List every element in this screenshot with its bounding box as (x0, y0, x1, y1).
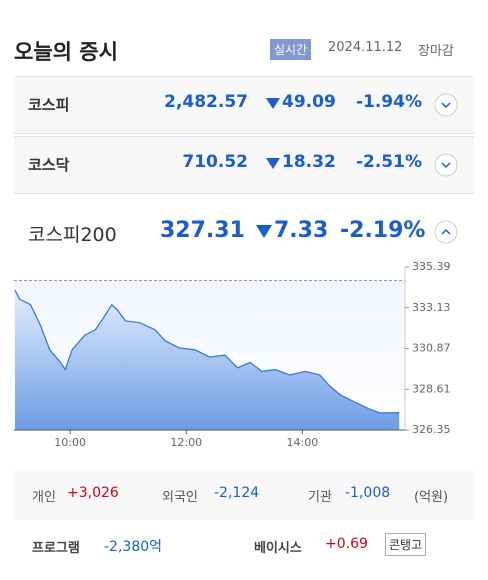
live-badge: 실시간 (270, 39, 312, 60)
y-tick-label: 326.35 (412, 423, 451, 436)
program-label: 프로그램 (32, 541, 80, 556)
area-fill (14, 290, 400, 430)
date: 2024.11.12 (328, 40, 403, 55)
investor-label: 외국인 (162, 490, 198, 505)
basis-label: 베이시스 (254, 541, 302, 556)
unit-label: (억원) (414, 490, 449, 505)
investor-value: -1,008 (345, 485, 391, 501)
y-tick-label: 328.61 (412, 382, 451, 395)
investor-value: -2,124 (214, 485, 260, 501)
x-tick-label: 12:00 (170, 436, 202, 449)
chart: 326.35 328.61 330.87 333.13 335.39 10:00 12:00… (14, 260, 451, 449)
investor-value: +3,026 (67, 485, 119, 501)
contango-button[interactable]: 콘탱고 (385, 533, 427, 556)
index-name: 코스피 (28, 96, 70, 114)
investor-label: 기관 (308, 490, 332, 505)
index-name: 코스닥 (28, 156, 70, 174)
index-rate: -1.94% (355, 92, 422, 112)
expand-button[interactable] (434, 153, 458, 177)
featured-name: 코스피200 (28, 224, 117, 246)
basis-value: +0.69 (325, 536, 368, 552)
title: 오늘의 증시 (14, 40, 118, 64)
expand-button[interactable] (434, 93, 458, 117)
index-rate: -2.51% (355, 152, 422, 172)
featured-rate: -2.19% (340, 218, 426, 243)
index-row[interactable] (14, 136, 474, 194)
collapse-button[interactable] (434, 220, 458, 244)
down-icon (266, 98, 280, 109)
index-change: 18.32 (282, 152, 336, 172)
x-tick-label: 14:00 (287, 436, 319, 449)
featured-value: 327.31 (160, 218, 245, 243)
investor-box (14, 470, 474, 520)
down-icon (256, 225, 272, 238)
index-row[interactable] (14, 76, 474, 134)
x-tick-label: 10:00 (54, 436, 86, 449)
market-status: 장마감 (418, 44, 454, 59)
down-icon (266, 158, 280, 169)
index-change: 49.09 (282, 92, 336, 112)
y-tick-label: 330.87 (412, 342, 451, 355)
index-value: 2,482.57 (164, 92, 248, 112)
featured-change: 7.33 (274, 218, 329, 243)
investor-label: 개인 (32, 490, 56, 505)
y-tick-label: 335.39 (412, 260, 451, 273)
program-value: -2,380억 (104, 539, 163, 555)
y-tick-label: 333.13 (412, 301, 451, 314)
price-line (14, 289, 400, 414)
index-value: 710.52 (182, 152, 248, 172)
